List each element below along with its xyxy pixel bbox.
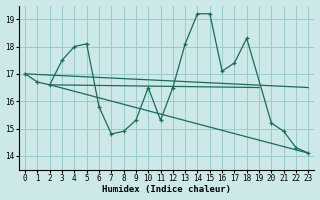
X-axis label: Humidex (Indice chaleur): Humidex (Indice chaleur) xyxy=(102,185,231,194)
